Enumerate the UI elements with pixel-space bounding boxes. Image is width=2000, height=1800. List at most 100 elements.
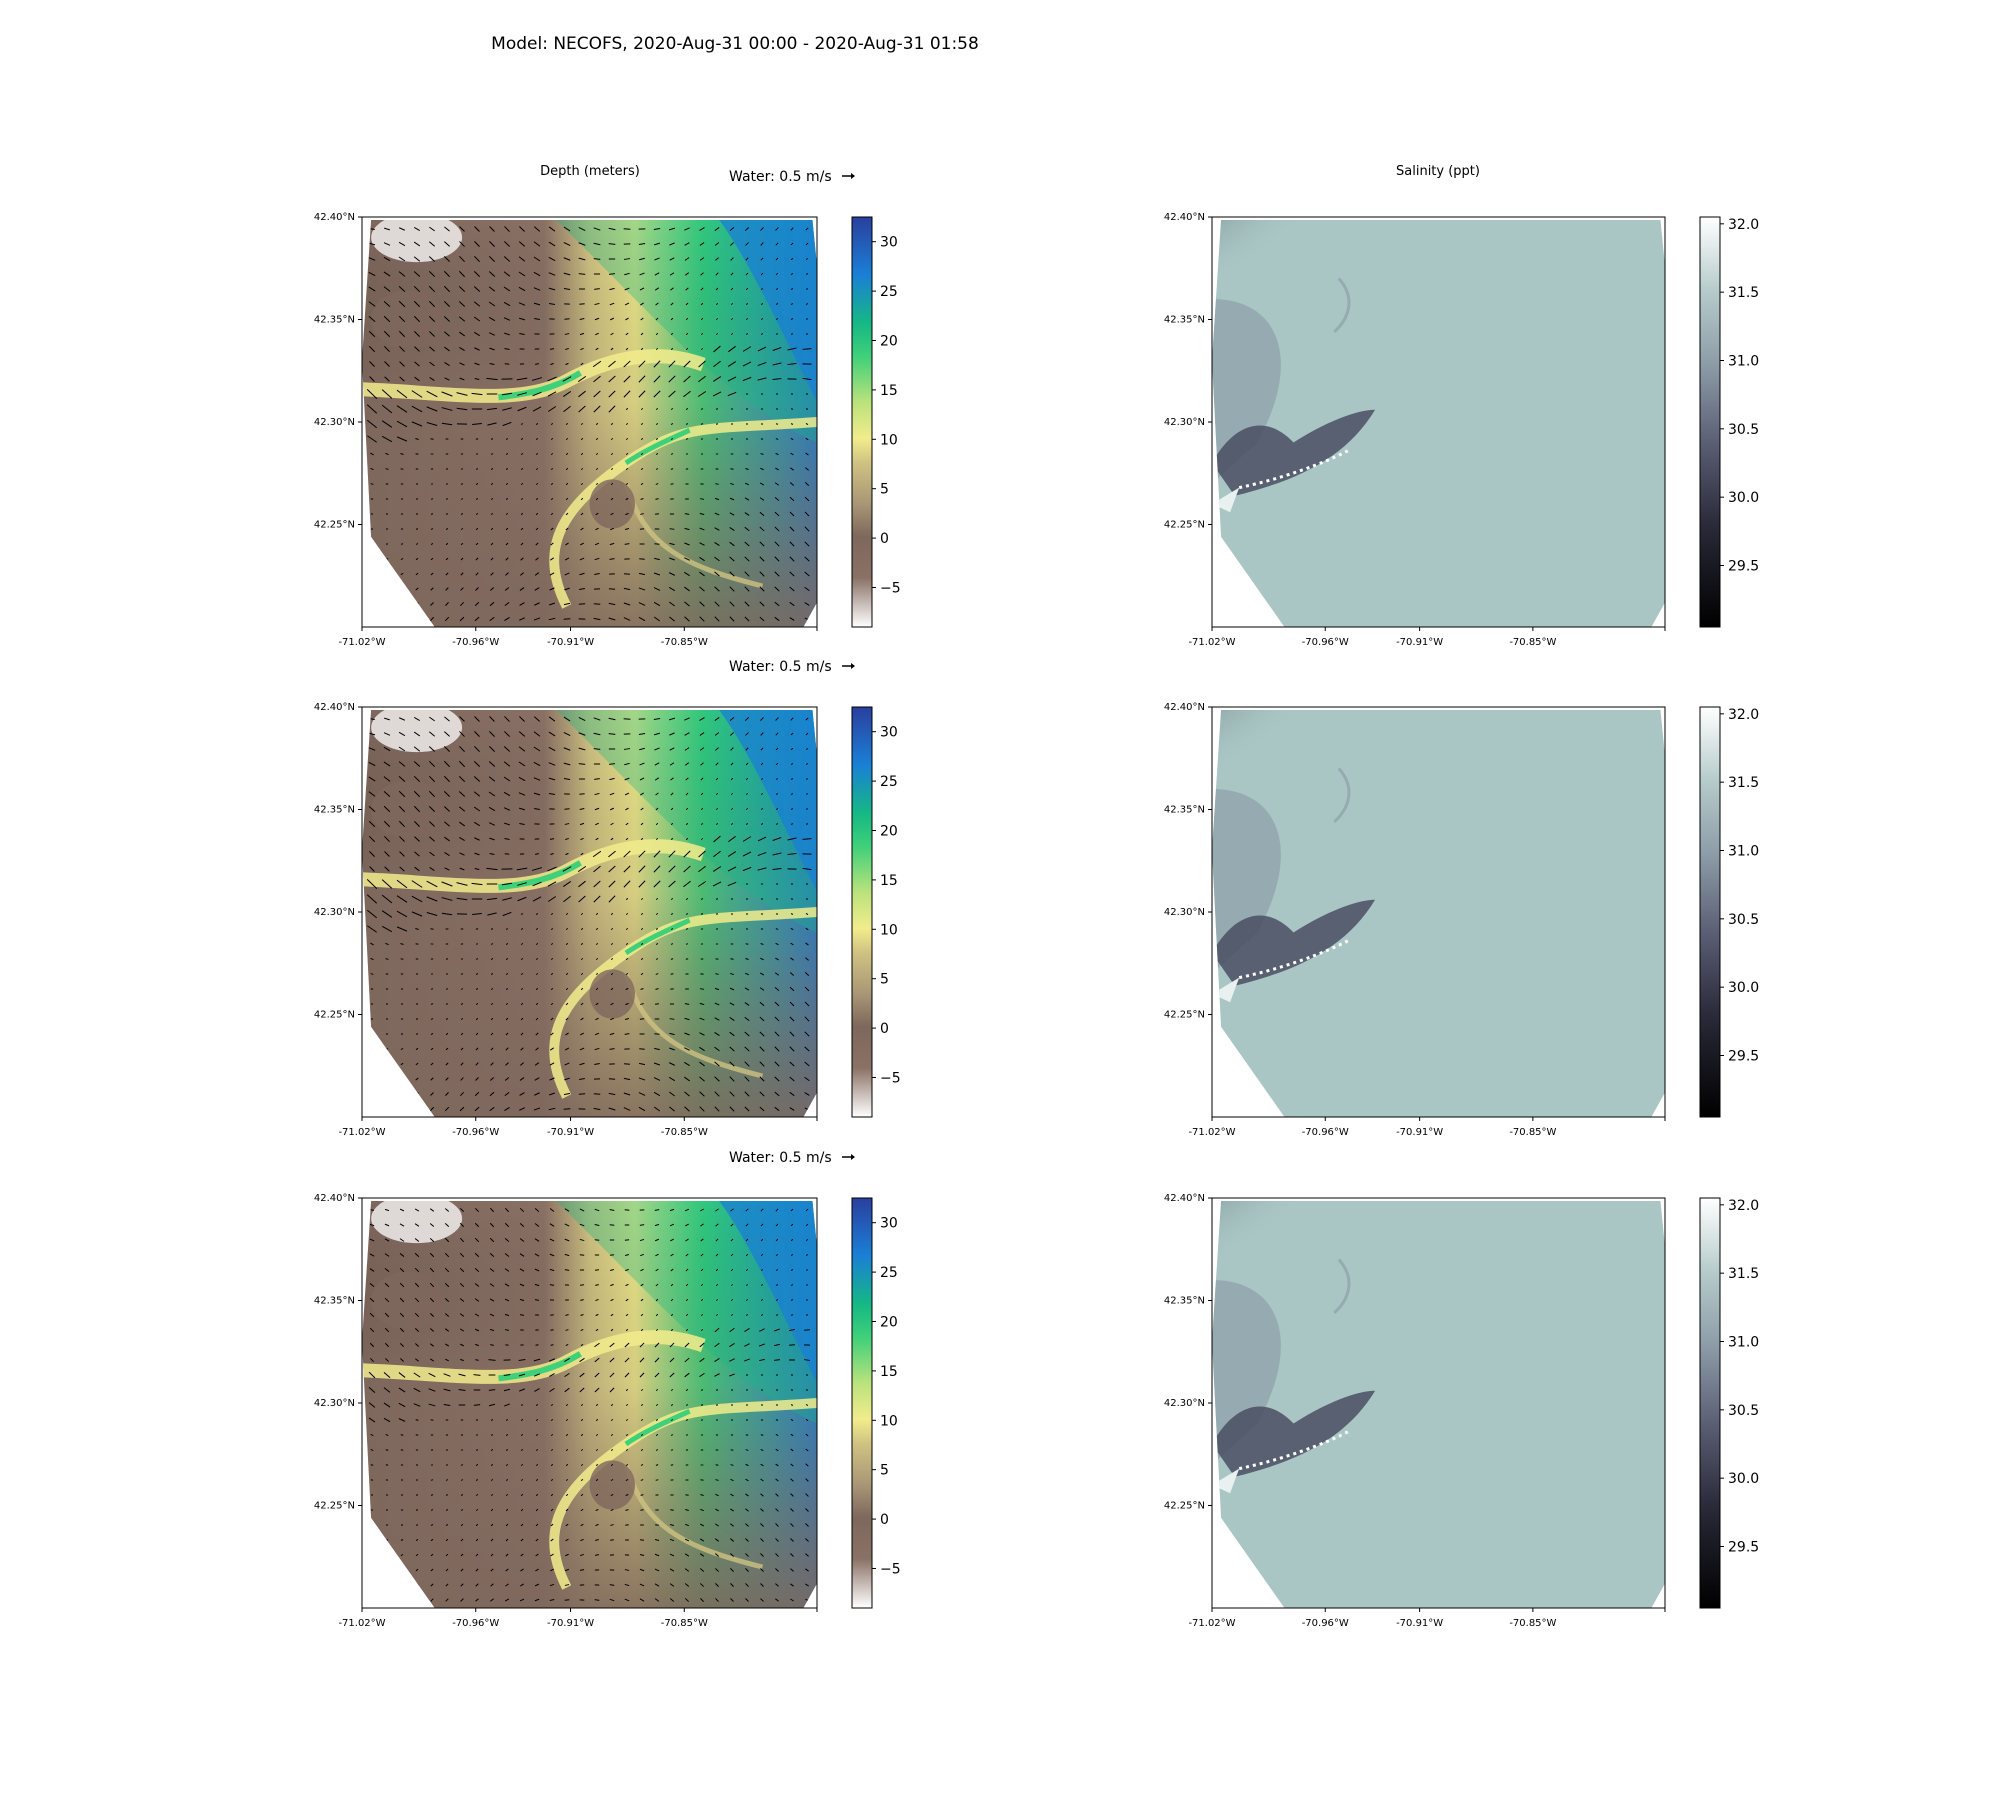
salinity-colorbar-label: 30.0 bbox=[1728, 490, 1759, 506]
current-vector bbox=[609, 777, 615, 781]
current-vector bbox=[370, 942, 374, 946]
current-vector bbox=[430, 1479, 434, 1481]
current-vector bbox=[550, 957, 554, 961]
current-vector bbox=[366, 894, 378, 904]
current-vector bbox=[609, 1254, 615, 1256]
current-vector bbox=[669, 747, 675, 751]
current-vector bbox=[547, 881, 557, 887]
current-vector bbox=[414, 1252, 420, 1258]
current-vector bbox=[685, 1404, 689, 1406]
current-vector bbox=[685, 1223, 689, 1227]
current-vector bbox=[565, 482, 569, 486]
current-vector bbox=[654, 272, 660, 276]
current-vector bbox=[684, 717, 690, 721]
current-vector bbox=[534, 1388, 540, 1392]
current-vector bbox=[625, 807, 629, 811]
current-vector bbox=[729, 227, 735, 231]
current-vector bbox=[625, 1328, 629, 1332]
current-vector bbox=[789, 556, 795, 562]
lat-tick-label: 42.25°N bbox=[314, 520, 355, 531]
current-vector bbox=[640, 468, 644, 470]
current-vector bbox=[460, 1003, 464, 1005]
current-vector bbox=[760, 272, 764, 276]
current-vector bbox=[714, 1357, 720, 1363]
current-vector bbox=[548, 777, 556, 781]
current-vector bbox=[730, 1598, 734, 1602]
current-vector bbox=[745, 1374, 749, 1376]
current-vector bbox=[638, 587, 646, 591]
current-vector bbox=[548, 617, 556, 621]
current-vector bbox=[460, 527, 464, 531]
current-vector bbox=[683, 865, 691, 873]
current-vector bbox=[670, 1328, 674, 1332]
current-vector bbox=[775, 438, 779, 440]
current-vector bbox=[594, 317, 600, 321]
current-vector bbox=[520, 438, 524, 440]
current-vector bbox=[580, 1508, 584, 1512]
current-vector bbox=[385, 572, 389, 576]
current-vector bbox=[504, 822, 510, 826]
current-vector bbox=[805, 1478, 809, 1482]
current-vector bbox=[640, 347, 644, 351]
current-vector bbox=[608, 617, 616, 621]
current-vector bbox=[638, 602, 646, 606]
current-vector bbox=[550, 1553, 554, 1557]
current-vector bbox=[745, 1253, 749, 1257]
current-vector bbox=[413, 241, 421, 247]
current-vector bbox=[775, 928, 779, 930]
current-vector bbox=[548, 762, 556, 766]
current-vector bbox=[518, 807, 526, 811]
current-vector bbox=[381, 389, 393, 399]
current-vector bbox=[700, 347, 704, 351]
current-vector bbox=[653, 242, 661, 246]
current-vector bbox=[383, 820, 391, 828]
current-vector bbox=[459, 241, 465, 247]
current-vector bbox=[473, 776, 481, 782]
depth-colorbar bbox=[851, 706, 873, 1118]
panel-row-1: 42.40°N42.35°N42.30°N42.25°N-71.02°W -70.… bbox=[314, 164, 1759, 648]
depth-colorbar-label: 15 bbox=[880, 1364, 898, 1380]
current-vector bbox=[383, 256, 391, 262]
current-vector bbox=[759, 1061, 765, 1067]
current-vector bbox=[474, 616, 480, 622]
lat-tick-label: 42.35°N bbox=[314, 1296, 355, 1307]
current-vector bbox=[550, 853, 554, 855]
current-vector bbox=[473, 301, 481, 307]
current-vector bbox=[384, 717, 390, 721]
salinity-colorbar-label: 31.0 bbox=[1728, 844, 1759, 860]
lon-tick-label: -70.85°W bbox=[1509, 1127, 1556, 1138]
current-vector bbox=[428, 1388, 436, 1392]
current-vector bbox=[745, 958, 749, 960]
current-vector bbox=[445, 1464, 449, 1466]
current-vector bbox=[655, 468, 659, 470]
current-vector bbox=[399, 1253, 405, 1257]
current-vector bbox=[474, 716, 480, 722]
current-vector bbox=[654, 762, 660, 766]
current-vector bbox=[790, 1253, 794, 1257]
current-vector bbox=[624, 1018, 630, 1020]
current-vector bbox=[685, 423, 689, 425]
current-vector bbox=[594, 557, 600, 561]
current-vector bbox=[550, 987, 554, 991]
current-vector bbox=[445, 1568, 449, 1572]
current-vector bbox=[443, 285, 451, 293]
current-vector bbox=[534, 1253, 540, 1257]
current-vector bbox=[790, 1299, 794, 1301]
current-vector bbox=[684, 513, 690, 515]
current-vector bbox=[729, 1061, 735, 1067]
current-vector bbox=[805, 883, 809, 885]
current-vector bbox=[445, 1003, 449, 1005]
current-vector bbox=[805, 303, 809, 305]
current-vector bbox=[625, 1494, 629, 1496]
lon-tick-label: -71.02°W bbox=[1188, 637, 1235, 648]
current-vector bbox=[383, 791, 391, 797]
current-vector bbox=[564, 1047, 570, 1051]
current-vector bbox=[757, 377, 767, 381]
current-vector bbox=[430, 1003, 434, 1005]
current-vector bbox=[699, 988, 705, 990]
current-vector bbox=[534, 808, 540, 810]
current-vector bbox=[520, 987, 524, 991]
salinity-colorbar-label: 31.0 bbox=[1728, 354, 1759, 370]
current-vector bbox=[550, 467, 554, 471]
current-vector bbox=[668, 850, 676, 858]
